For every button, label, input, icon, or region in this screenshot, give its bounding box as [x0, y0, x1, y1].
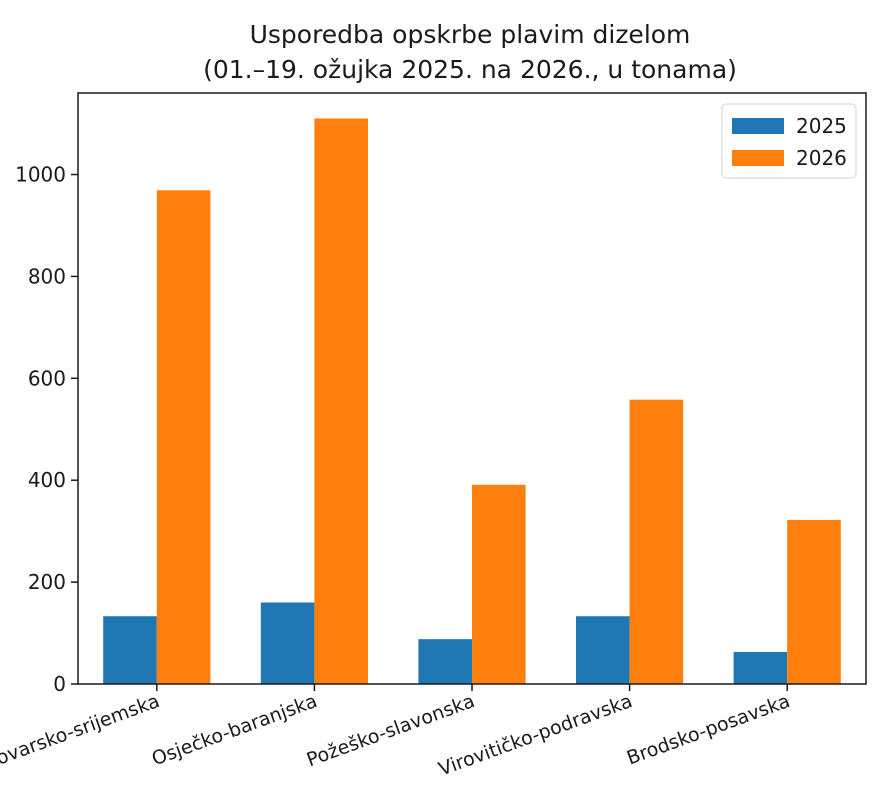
bar-2025-4: [576, 616, 630, 684]
bars-group: [103, 118, 841, 685]
bar-2026-5: [787, 519, 841, 684]
y-tick-label: 400: [28, 468, 66, 492]
bar-2026-4: [629, 399, 684, 684]
y-tick-label: 200: [28, 570, 66, 594]
y-tick-label: 600: [28, 366, 66, 390]
chart-subtitle: (01.–19. ožujka 2025. na 2026., u tonama…: [203, 55, 737, 84]
legend: 2025 2026: [721, 103, 857, 179]
legend-label-2026: 2026: [796, 146, 847, 170]
y-axis: 0 200 400 600 800 1000: [15, 163, 78, 696]
y-tick-label: 0: [53, 672, 66, 696]
chart-title: Usporedba opskrbe plavim dizelom: [249, 20, 691, 49]
x-tick-label: Vukovarsko-srijemska: [0, 690, 163, 781]
bar-2025-1: [103, 616, 157, 684]
x-tick-label: Brodsko-posavska: [624, 690, 793, 769]
legend-swatch-2025: [732, 118, 784, 134]
bar-2026-1: [156, 190, 211, 684]
x-axis: Vukovarsko-srijemskaOsječko-baranjskaPož…: [0, 684, 793, 781]
y-tick-label: 800: [28, 264, 66, 288]
bar-2025-5: [733, 651, 788, 684]
legend-label-2025: 2025: [796, 114, 847, 138]
bar-2026-2: [314, 118, 368, 685]
bar-2026-3: [472, 484, 526, 684]
x-tick-label: Osječko-baranjska: [149, 690, 320, 770]
y-tick-label: 1000: [15, 163, 66, 187]
legend-swatch-2026: [732, 150, 784, 166]
bar-2025-3: [418, 639, 472, 684]
bar-2025-2: [260, 602, 315, 684]
